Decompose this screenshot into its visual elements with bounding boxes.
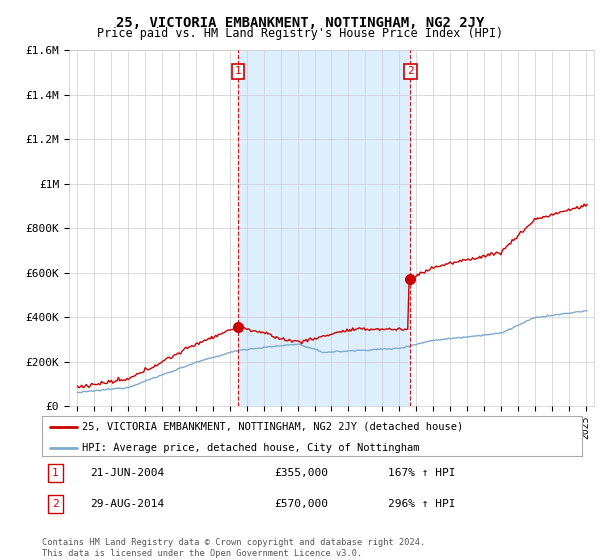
- Text: 25, VICTORIA EMBANKMENT, NOTTINGHAM, NG2 2JY: 25, VICTORIA EMBANKMENT, NOTTINGHAM, NG2…: [116, 16, 484, 30]
- Text: £355,000: £355,000: [274, 468, 328, 478]
- Text: 296% ↑ HPI: 296% ↑ HPI: [388, 499, 455, 508]
- Text: £570,000: £570,000: [274, 499, 328, 508]
- Text: Contains HM Land Registry data © Crown copyright and database right 2024.
This d: Contains HM Land Registry data © Crown c…: [42, 538, 425, 558]
- Text: 1: 1: [52, 468, 59, 478]
- Text: 25, VICTORIA EMBANKMENT, NOTTINGHAM, NG2 2JY (detached house): 25, VICTORIA EMBANKMENT, NOTTINGHAM, NG2…: [83, 422, 464, 432]
- Text: 1: 1: [235, 67, 241, 76]
- Bar: [238, 50, 410, 406]
- Text: 21-JUN-2004: 21-JUN-2004: [91, 468, 165, 478]
- Text: 167% ↑ HPI: 167% ↑ HPI: [388, 468, 455, 478]
- Text: 2: 2: [407, 67, 414, 76]
- Text: HPI: Average price, detached house, City of Nottingham: HPI: Average price, detached house, City…: [83, 442, 420, 452]
- Text: Price paid vs. HM Land Registry's House Price Index (HPI): Price paid vs. HM Land Registry's House …: [97, 27, 503, 40]
- Text: 2: 2: [52, 499, 59, 508]
- Text: 29-AUG-2014: 29-AUG-2014: [91, 499, 165, 508]
